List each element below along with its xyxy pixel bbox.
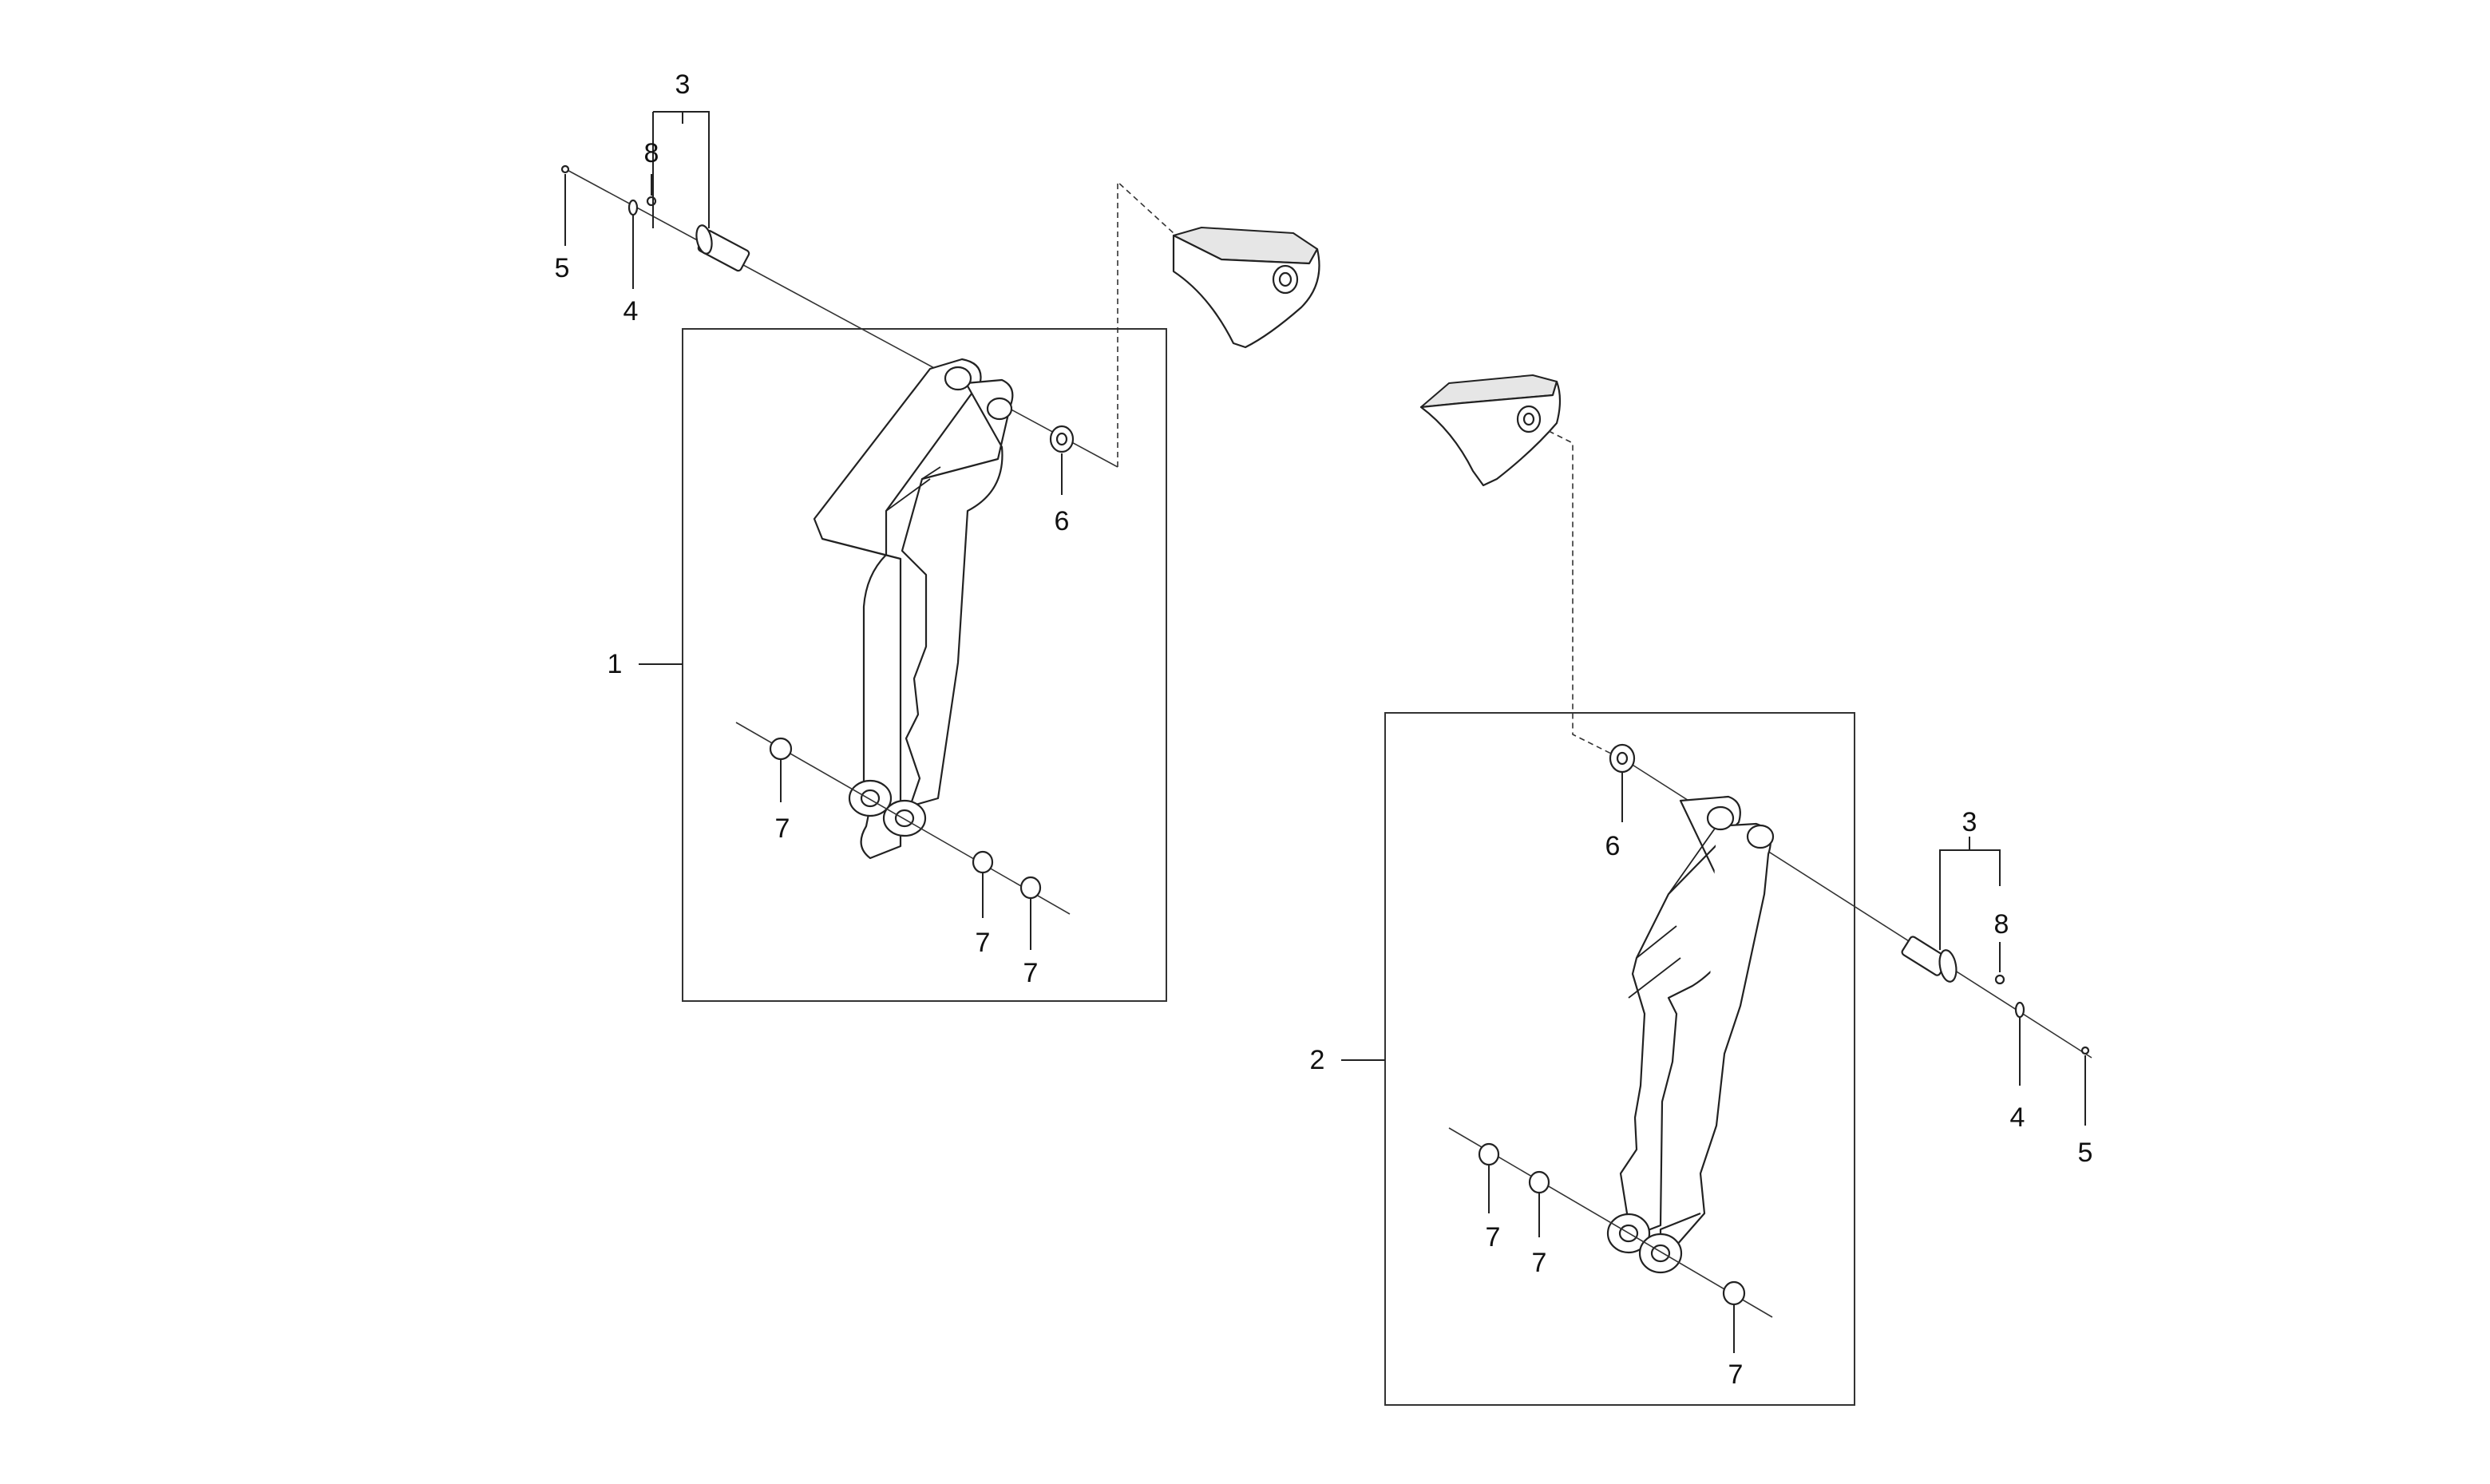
right-washer-part-6-inner [1616,751,1629,766]
right-pin-part-3 [1901,936,1958,983]
left-callout-4: 4 [623,296,639,326]
left-washer-part-7c [1019,876,1042,900]
left-upper-pin-axis [562,167,1118,468]
left-assembly: 1 3 8 4 5 6 7 7 7 [555,69,1320,1002]
right-lower-pin-axis [1448,1127,1773,1318]
right-callout-8: 8 [1994,909,2009,940]
right-callout-6: 6 [1605,831,1621,861]
left-callout-3: 3 [675,69,691,100]
left-callout-7b: 7 [976,928,991,958]
left-washer-part-4 [627,199,639,216]
right-leaders [1341,773,2086,1353]
right-washer-part-7b [1528,1170,1550,1194]
right-callout-2: 2 [1310,1045,1325,1075]
right-callout-5: 5 [2078,1138,2093,1168]
left-callout-6: 6 [1055,506,1070,536]
right-fitting-part-8 [1994,974,2005,985]
left-washer-part-7a [769,737,793,761]
right-washer-part-7a [1478,1142,1500,1166]
left-callout-8: 8 [644,138,659,168]
right-mounting-bracket [1419,374,1562,487]
left-callout-7a: 7 [775,813,790,844]
right-callout-7c: 7 [1728,1359,1744,1390]
left-arm [813,358,1014,860]
left-callout-1: 1 [608,649,623,679]
right-washer-part-4 [2014,1001,2025,1019]
right-assembly-frame [1384,712,1855,1406]
left-washer-part-7b [972,850,994,874]
right-arm [1606,795,1775,1274]
right-washer-part-7c [1722,1280,1746,1306]
right-assembly: 2 3 8 4 5 6 7 7 7 [1310,374,2093,1406]
left-callout-7c: 7 [1023,958,1039,988]
right-callout-3: 3 [1962,807,1977,837]
left-callout-5: 5 [555,253,570,283]
left-pin-part-5 [560,164,570,174]
right-callout-7b: 7 [1532,1248,1547,1278]
right-pin-part-5 [2080,1046,2090,1055]
left-bracket-dash-line [1117,180,1174,467]
right-callout-7a: 7 [1486,1222,1501,1252]
left-washer-part-6-inner [1055,432,1068,446]
left-leaders [564,111,1063,950]
left-lower-pin-axis [735,722,1071,915]
right-callout-4: 4 [2010,1102,2025,1133]
left-fitting-part-8 [646,196,657,207]
right-bracket-dash-line [1548,430,1629,763]
left-pin-part-3 [695,224,750,272]
left-mounting-bracket [1172,227,1320,349]
